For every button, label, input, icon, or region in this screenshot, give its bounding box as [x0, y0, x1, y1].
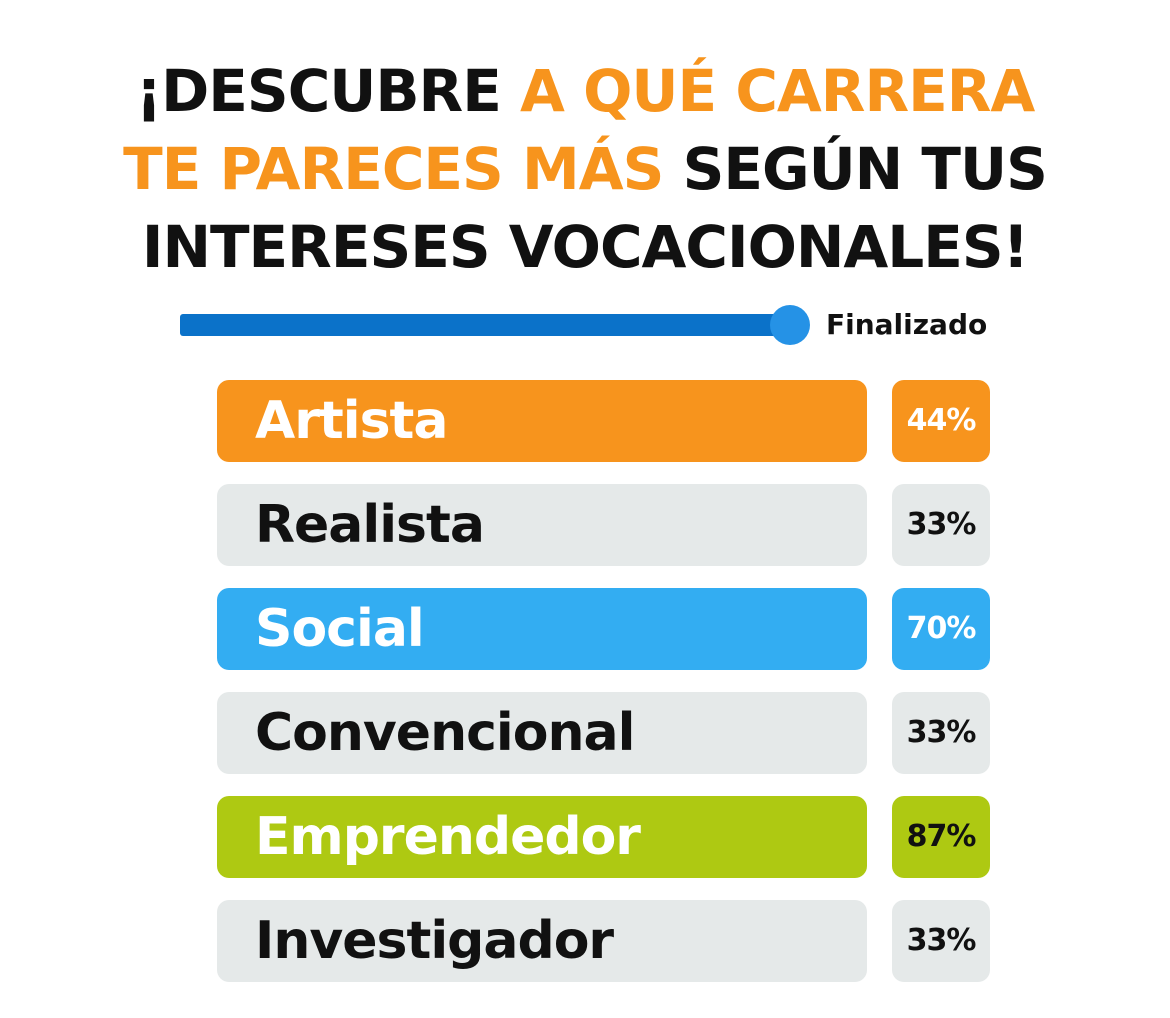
result-row: Investigador 33%: [217, 900, 992, 982]
results-list: Artista 44% Realista 33% Social 70% Convencion…: [217, 380, 992, 1004]
result-row: Realista 33%: [217, 484, 992, 566]
result-bar: Emprendedor: [217, 796, 867, 878]
result-percent: 70%: [892, 588, 990, 670]
result-label: Investigador: [255, 911, 614, 971]
title-highlight: A QUÉ CARRERA TE PARECES MÁS: [123, 57, 1035, 203]
result-percent: 87%: [892, 796, 990, 878]
title-part-3: SEGÚN TUS INTERESES VOCACIONALES!: [141, 135, 1048, 281]
result-percent: 44%: [892, 380, 990, 462]
result-label: Artista: [255, 391, 448, 451]
result-bar: Convencional: [217, 692, 867, 774]
result-bar: Realista: [217, 484, 867, 566]
page-title: ¡DESCUBRE A QUÉ CARRERA TE PARECES MÁS S…: [120, 52, 1050, 286]
result-row: Emprendedor 87%: [217, 796, 992, 878]
result-percent: 33%: [892, 484, 990, 566]
result-row: Social 70%: [217, 588, 992, 670]
progress-slider: Finalizado: [180, 303, 1010, 347]
result-label: Social: [255, 599, 425, 659]
result-bar: Social: [217, 588, 867, 670]
title-part-1: ¡DESCUBRE: [135, 57, 521, 125]
progress-knob: [770, 305, 810, 345]
result-percent: 33%: [892, 900, 990, 982]
result-label: Realista: [255, 495, 485, 555]
result-percent: 33%: [892, 692, 990, 774]
progress-fill: [180, 314, 790, 336]
result-label: Convencional: [255, 703, 635, 763]
progress-status: Finalizado: [826, 308, 988, 341]
result-bar: Artista: [217, 380, 867, 462]
result-label: Emprendedor: [255, 807, 641, 867]
result-row: Artista 44%: [217, 380, 992, 462]
result-row: Convencional 33%: [217, 692, 992, 774]
result-bar: Investigador: [217, 900, 867, 982]
